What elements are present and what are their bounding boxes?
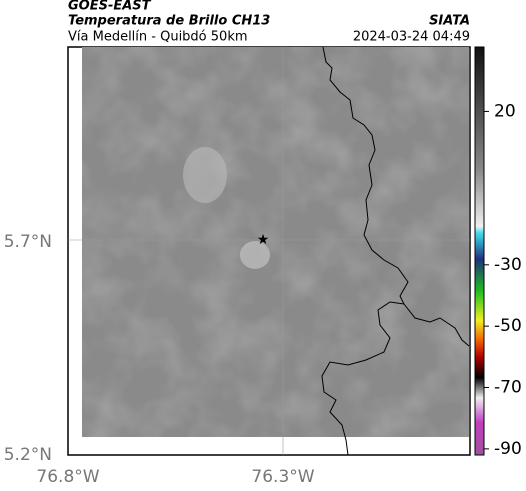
colorbar-tick-label: -70	[494, 378, 522, 398]
location-marker: ★	[257, 232, 270, 248]
border-line	[403, 303, 470, 347]
bright-cloud	[183, 147, 227, 203]
colorbar	[474, 46, 485, 456]
bright-cloud	[240, 241, 270, 269]
lat-label: 5.2°N	[4, 445, 52, 465]
source: SIATA	[429, 14, 470, 29]
border-line	[321, 46, 409, 456]
lon-label: 76.8°W	[36, 467, 99, 487]
colorbar-tick-label: 20	[494, 101, 516, 121]
colorbar-tick-label: -30	[494, 255, 522, 275]
lon-label: 76.3°W	[251, 467, 314, 487]
lat-label: 5.7°N	[4, 232, 52, 252]
colorbar-tick-label: -90	[494, 439, 522, 459]
colorbar-ticks: 20 -30 -50 -70 -90	[484, 101, 522, 459]
cloud-texture	[82, 47, 469, 437]
subtitle: Temperatura de Brillo CH13	[68, 14, 270, 29]
timestamp: 2024-03-24 04:49	[353, 30, 470, 45]
title: GOES-EAST	[68, 0, 152, 14]
colorbar-tick-label: -50	[494, 316, 522, 336]
region: Vía Medellín - Quibdó 50km	[68, 30, 248, 45]
